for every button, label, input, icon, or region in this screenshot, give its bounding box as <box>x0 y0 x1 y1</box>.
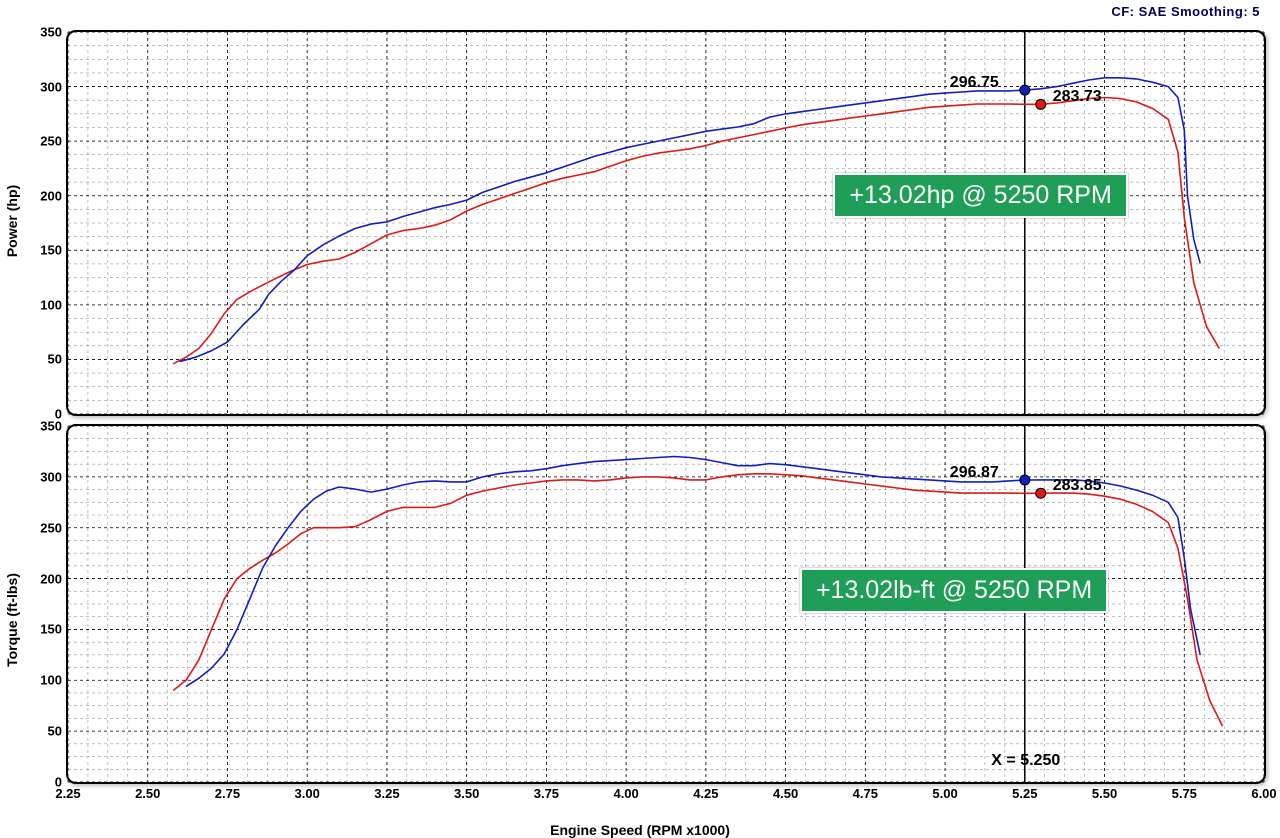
x-tick-label: 3.00 <box>295 786 320 801</box>
power-marker-label-red: 283.73 <box>1053 88 1102 106</box>
x-tick-label: 3.25 <box>374 786 399 801</box>
header-correction-text: CF: SAE Smoothing: 5 <box>1111 4 1260 19</box>
y-tick-label: 150 <box>40 622 62 637</box>
x-tick-label: 2.75 <box>215 786 240 801</box>
y-tick-label: 200 <box>40 571 62 586</box>
x-tick-label: 3.50 <box>454 786 479 801</box>
power-panel: Power (hp) 050100150200250300350296.7528… <box>14 26 1266 416</box>
power-series-red <box>173 98 1219 364</box>
x-tick-label: 4.50 <box>773 786 798 801</box>
y-tick-label: 300 <box>40 469 62 484</box>
y-tick-label: 250 <box>40 134 62 149</box>
torque-marker-label-red: 283.85 <box>1053 477 1102 495</box>
torque-y-axis-label: Torque (ft-lbs) <box>4 573 20 667</box>
x-tick-label: 4.25 <box>693 786 718 801</box>
x-tick-label: 4.75 <box>853 786 878 801</box>
y-tick-label: 100 <box>40 673 62 688</box>
x-tick-label: 5.00 <box>932 786 957 801</box>
power-series-blue <box>180 78 1201 362</box>
power-marker-blue <box>1020 85 1030 95</box>
y-tick-label: 100 <box>40 297 62 312</box>
torque-marker-label-blue: 296.87 <box>950 464 999 482</box>
power-marker-red <box>1036 99 1046 109</box>
y-tick-label: 350 <box>40 25 62 40</box>
x-tick-label: 6.00 <box>1251 786 1276 801</box>
x-axis-label: Engine Speed (RPM x1000) <box>14 822 1266 838</box>
y-tick-label: 350 <box>40 419 62 434</box>
power-marker-label-blue: 296.75 <box>950 74 999 92</box>
x-tick-label: 3.75 <box>534 786 559 801</box>
x-tick-label: 5.75 <box>1172 786 1197 801</box>
torque-marker-red <box>1036 488 1046 498</box>
x-tick-label: 5.50 <box>1092 786 1117 801</box>
power-y-axis-label: Power (hp) <box>4 185 20 257</box>
x-tick-label: 5.25 <box>1012 786 1037 801</box>
x-tick-label: 2.50 <box>135 786 160 801</box>
x-tick-label: 2.25 <box>55 786 80 801</box>
y-tick-label: 250 <box>40 520 62 535</box>
torque-plot-area: 0501001502002503003502.252.502.753.003.2… <box>66 424 1266 784</box>
power-delta-callout: +13.02hp @ 5250 RPM <box>833 173 1127 218</box>
y-tick-label: 300 <box>40 79 62 94</box>
power-plot-area: 050100150200250300350296.75283.73+13.02h… <box>66 30 1266 416</box>
y-tick-label: 50 <box>48 724 62 739</box>
y-tick-label: 150 <box>40 243 62 258</box>
cursor-x-label: X = 5.250 <box>991 752 1060 770</box>
y-tick-label: 200 <box>40 188 62 203</box>
x-tick-label: 4.00 <box>613 786 638 801</box>
torque-marker-blue <box>1020 475 1030 485</box>
torque-panel: Torque (ft-lbs) 0501001502002503003502.2… <box>14 420 1266 820</box>
y-tick-label: 50 <box>48 352 62 367</box>
torque-delta-callout: +13.02lb-ft @ 5250 RPM <box>800 568 1108 613</box>
